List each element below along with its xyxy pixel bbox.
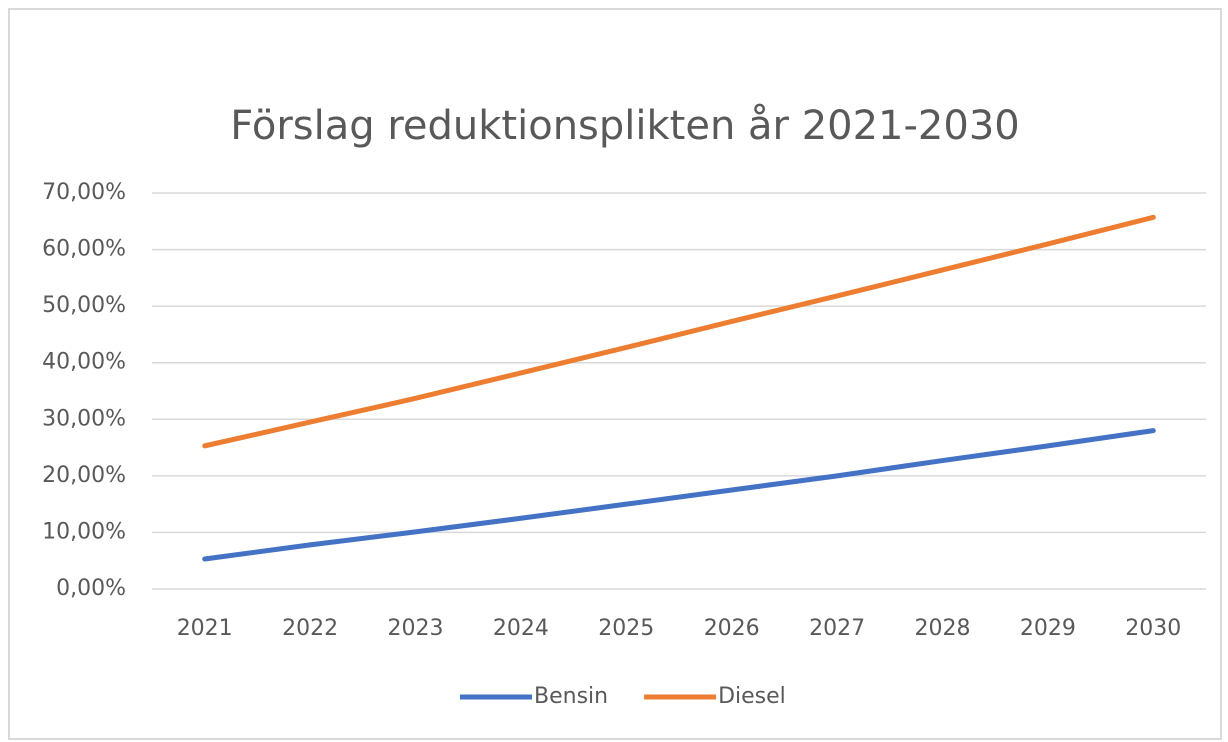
y-tick-label: 60,00% — [42, 237, 126, 262]
x-tick-label: 2029 — [1020, 616, 1076, 641]
legend-label: Diesel — [718, 684, 786, 709]
x-tick-label: 2025 — [598, 616, 654, 641]
y-tick-label: 70,00% — [42, 180, 126, 205]
y-tick-label: 50,00% — [42, 293, 126, 318]
legend-label: Bensin — [534, 684, 608, 709]
y-tick-label: 0,00% — [56, 576, 126, 601]
x-tick-label: 2022 — [282, 616, 338, 641]
x-tick-label: 2023 — [388, 616, 444, 641]
series-line — [202, 214, 1156, 449]
x-tick-label: 2030 — [1125, 616, 1181, 641]
x-tick-label: 2021 — [177, 616, 233, 641]
x-tick-label: 2024 — [493, 616, 549, 641]
y-tick-label: 30,00% — [42, 406, 126, 431]
x-tick-label: 2028 — [915, 616, 971, 641]
y-tick-label: 10,00% — [42, 519, 126, 544]
chart-border — [8, 8, 1222, 740]
x-tick-label: 2026 — [704, 616, 760, 641]
x-tick-label: 2027 — [809, 616, 865, 641]
chart-title: Förslag reduktionsplikten år 2021-2030 — [230, 103, 1019, 149]
series-line — [202, 428, 1156, 562]
y-tick-label: 40,00% — [42, 350, 126, 375]
y-tick-label: 20,00% — [42, 463, 126, 488]
